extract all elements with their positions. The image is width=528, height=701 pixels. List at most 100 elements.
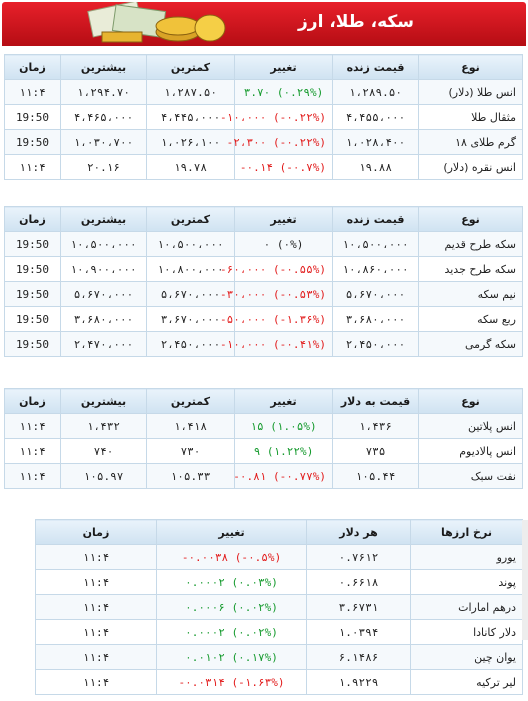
max-cell: ۱،۲۹۴.۷۰ (60, 79, 147, 105)
change-cell: (۰.۵۵%-) ۶۰،۰۰۰- (220, 256, 333, 282)
table-row: سکه طرح قدیم ۱۰،۵۰۰،۰۰۰ (۰%) ۰ ۱۰،۵۰۰،۰۰۰ ۱۰… (4, 231, 523, 257)
time-cell: ۱۱:۴ (35, 669, 157, 695)
time-cell: 19:50 (4, 331, 61, 357)
change-cell: (۰.۰۲%) ۰.۰۰۰۶ (156, 594, 307, 620)
item-name: پوند (410, 569, 523, 595)
scrollbar[interactable] (522, 520, 528, 640)
max-cell: ۱،۰۳۰،۷۰۰ (60, 129, 147, 155)
change-cell: (۰.۲۲%-) ۲،۳۰۰- (227, 129, 333, 155)
change-cell: (۰.۷%-) ۰.۱۴- (234, 154, 333, 180)
column-header: نرخ ارزها (410, 519, 523, 545)
max-cell: ۱۰،۹۰۰،۰۰۰ (60, 256, 147, 282)
table-row: پوند ۰.۶۶۱۸ (۰.۰۳%) ۰.۰۰۰۲ ۱۱:۴ (35, 569, 523, 595)
item-name: یورو (410, 544, 523, 570)
item-name: مثقال طلا (418, 104, 523, 130)
change-cell: (۰.۱۷%) ۰.۰۱۰۲ (156, 644, 307, 670)
item-name: سکه گرمی (418, 331, 523, 357)
column-header: نوع (418, 206, 523, 232)
column-header: نوع (418, 388, 523, 414)
min-cell: ۱۹.۷۸ (146, 154, 235, 180)
item-name: یوان چین (410, 644, 523, 670)
price-cell: ۵،۶۷۰،۰۰۰ (332, 281, 419, 307)
min-cell: ۲،۴۵۰،۰۰۰ (146, 331, 235, 357)
column-header: کمترین (146, 206, 235, 232)
item-name: سکه طرح جدید (418, 256, 523, 282)
change-cell: (۰.۰۲%) ۰.۰۰۰۲ (156, 619, 307, 645)
change-cell: (۰.۲۲%-) ۱۰،۰۰۰- (220, 104, 333, 130)
max-cell: ۲۰.۱۶ (60, 154, 147, 180)
item-name: درهم امارات (410, 594, 523, 620)
item-name: انس پالادیوم (418, 438, 523, 464)
price-cell: ۱۰،۵۰۰،۰۰۰ (332, 231, 419, 257)
price-cell: ۲،۴۵۰،۰۰۰ (332, 331, 419, 357)
time-cell: ۱۱:۴ (35, 619, 157, 645)
price-cell: ۱۰،۸۶۰،۰۰۰ (332, 256, 419, 282)
time-cell: 19:50 (4, 306, 61, 332)
page-title: سکه، طلا، ارز (298, 12, 414, 32)
price-cell: ۰.۷۶۱۲ (306, 544, 411, 570)
column-header: بیشترین (60, 54, 147, 80)
time-cell: ۱۱:۴ (4, 463, 61, 489)
table-row: نفت سبک ۱۰۵.۴۴ (۰.۷۷%-) ۰.۸۱- ۱۰۵.۳۳ ۱۰۵.۹۷ ۱… (4, 463, 523, 489)
column-header: قیمت به دلار (332, 388, 419, 414)
time-cell: ۱۱:۴ (35, 644, 157, 670)
item-name: لیر ترکیه (410, 669, 523, 695)
table-row: یورو ۰.۷۶۱۲ (۰.۵%-) ۰.۰۰۳۸- ۱۱:۴ (35, 544, 523, 570)
item-name: انس پلاتین (418, 413, 523, 439)
table-row: انس طلا (دلار) ۱،۲۸۹.۵۰ (۰.۲۹%) ۳.۷۰ ۱،۲۸۷.… (4, 79, 523, 105)
time-cell: ۱۱:۴ (4, 154, 61, 180)
change-cell: (۰.۰۳%) ۰.۰۰۰۲ (156, 569, 307, 595)
coin-price-table: نوع قیمت زنده تغییر کمترین بیشترین زمان سکه طر… (4, 206, 523, 357)
gold-price-table: نوع قیمت زنده تغییر کمترین بیشترین زمان انس طل… (4, 54, 523, 180)
column-header: هر دلار (306, 519, 411, 545)
column-header: کمترین (146, 54, 235, 80)
time-cell: 19:50 (4, 281, 61, 307)
table-row: لیر ترکیه ۱.۹۲۲۹ (۱.۶۳%-) ۰.۰۳۱۴- ۱۱:۴ (35, 669, 523, 695)
column-header: نوع (418, 54, 523, 80)
price-cell: ۰.۶۶۱۸ (306, 569, 411, 595)
time-cell: ۱۱:۴ (35, 594, 157, 620)
min-cell: ۷۳۰ (146, 438, 235, 464)
table-row: درهم امارات ۳.۶۷۳۱ (۰.۰۲%) ۰.۰۰۰۶ ۱۱:۴ (35, 594, 523, 620)
column-header: تغییر (156, 519, 307, 545)
item-name: گرم طلای ۱۸ (418, 129, 523, 155)
time-cell: 19:50 (4, 129, 61, 155)
table-header: نوع قیمت زنده تغییر کمترین بیشترین زمان (4, 54, 523, 80)
table-row: انس پالادیوم ۷۳۵ (۱.۲۲%) ۹ ۷۳۰ ۷۴۰ ۱۱:۴ (4, 438, 523, 464)
change-cell: (۱.۰۵%) ۱۵ (234, 413, 333, 439)
price-cell: ۱۰۵.۴۴ (332, 463, 419, 489)
price-cell: ۳،۶۸۰،۰۰۰ (332, 306, 419, 332)
table-row: انس نقره (دلار) ۱۹.۸۸ (۰.۷%-) ۰.۱۴- ۱۹.۷۸ ۲۰… (4, 154, 523, 180)
change-cell: (۰.۵%-) ۰.۰۰۳۸- (156, 544, 307, 570)
change-cell: (۱.۶۳%-) ۰.۰۳۱۴- (156, 669, 307, 695)
max-cell: ۱۰۵.۹۷ (60, 463, 147, 489)
table-header: نرخ ارزها هر دلار تغییر زمان (35, 519, 523, 545)
item-name: انس طلا (دلار) (418, 79, 523, 105)
change-cell: (۰.۴۱%-) ۱۰،۰۰۰- (220, 331, 333, 357)
table-row: ربع سکه ۳،۶۸۰،۰۰۰ (۱.۳۶%-) ۵۰،۰۰۰- ۳،۶۷۰،۰۰… (4, 306, 523, 332)
min-cell: ۱،۴۱۸ (146, 413, 235, 439)
money-coins-icon (87, 2, 226, 43)
table-row: نیم سکه ۵،۶۷۰،۰۰۰ (۰.۵۳%-) ۳۰،۰۰۰- ۵،۶۷۰،۰۰… (4, 281, 523, 307)
price-cell: ۴،۴۵۵،۰۰۰ (332, 104, 419, 130)
column-header: بیشترین (60, 206, 147, 232)
table-row: سکه گرمی ۲،۴۵۰،۰۰۰ (۰.۴۱%-) ۱۰،۰۰۰- ۲،۴۵۰،۰… (4, 331, 523, 357)
time-cell: ۱۱:۴ (35, 569, 157, 595)
price-cell: ۱،۰۲۸،۴۰۰ (332, 129, 419, 155)
change-cell: (۰.۲۹%) ۳.۷۰ (234, 79, 333, 105)
item-name: انس نقره (دلار) (418, 154, 523, 180)
change-cell: (۱.۲۲%) ۹ (234, 438, 333, 464)
table-row: مثقال طلا ۴،۴۵۵،۰۰۰ (۰.۲۲%-) ۱۰،۰۰۰- ۴،۴۴۵،… (4, 104, 523, 130)
max-cell: ۳،۶۸۰،۰۰۰ (60, 306, 147, 332)
column-header: زمان (4, 206, 61, 232)
max-cell: ۲،۴۷۰،۰۰۰ (60, 331, 147, 357)
price-cell: ۱.۰۳۹۴ (306, 619, 411, 645)
price-cell: ۱،۲۸۹.۵۰ (332, 79, 419, 105)
column-header: تغییر (234, 206, 333, 232)
change-cell: (۱.۳۶%-) ۵۰،۰۰۰- (220, 306, 333, 332)
item-name: نفت سبک (418, 463, 523, 489)
change-cell: (۰%) ۰ (234, 231, 333, 257)
time-cell: ۱۱:۴ (4, 79, 61, 105)
max-cell: ۱۰،۵۰۰،۰۰۰ (60, 231, 147, 257)
